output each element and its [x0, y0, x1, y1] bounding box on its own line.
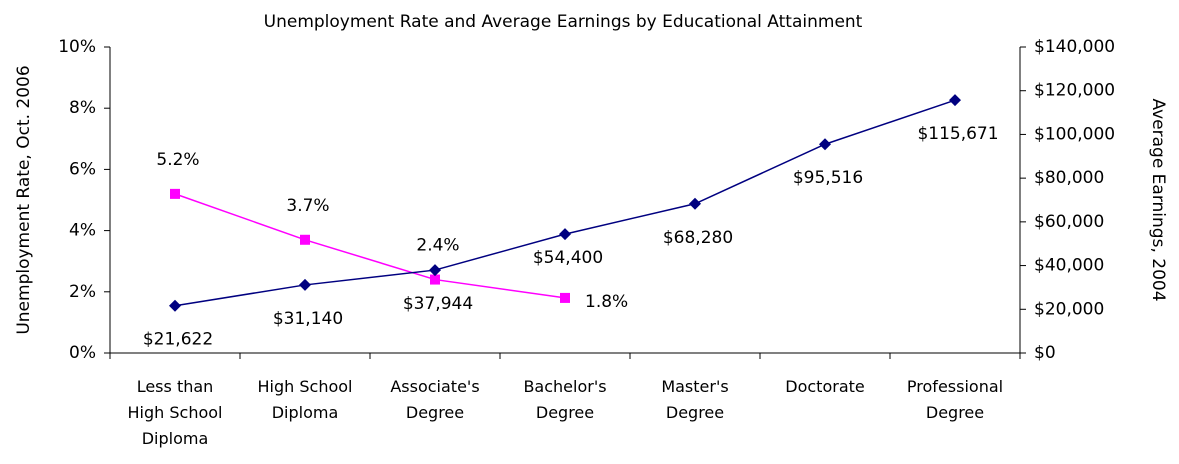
y-tick-label: 10% — [58, 37, 96, 57]
x-tick-label: High School Diploma — [257, 377, 353, 422]
data-label: 1.8% — [585, 292, 628, 312]
data-label: $68,280 — [663, 228, 733, 248]
y-tick-label: 2% — [69, 282, 96, 302]
square-marker — [300, 234, 310, 245]
data-label: 3.7% — [286, 196, 329, 216]
x-tick-label: Professional Degree — [906, 377, 1004, 422]
data-label: $31,140 — [273, 309, 343, 329]
data-label: $95,516 — [793, 168, 863, 188]
diamond-marker — [559, 228, 571, 241]
diamond-marker — [429, 264, 441, 277]
y-tick-label: 8% — [69, 98, 96, 118]
data-label: 5.2% — [156, 150, 199, 170]
x-tick-label: Associate's Degree — [390, 377, 480, 422]
data-label: $115,671 — [917, 124, 998, 144]
x-tick-label: Doctorate — [785, 377, 865, 396]
y2-tick-label: $100,000 — [1034, 124, 1115, 144]
y-tick-label: 4% — [69, 221, 96, 241]
y-tick-label: 0% — [69, 343, 96, 363]
y2-axis-label: Average Earnings, 2004 — [1148, 98, 1168, 301]
square-marker — [430, 274, 440, 285]
diamond-marker — [169, 299, 181, 312]
y2-tick-label: $120,000 — [1034, 81, 1115, 101]
y2-tick-label: $80,000 — [1034, 168, 1104, 188]
square-marker — [560, 292, 570, 303]
diamond-marker — [299, 278, 311, 291]
data-label: $37,944 — [403, 294, 473, 314]
diamond-marker — [689, 197, 701, 210]
x-tick-label: Master's Degree — [661, 377, 729, 422]
y2-tick-label: $0 — [1034, 343, 1056, 363]
x-tick-label: Bachelor's Degree — [523, 377, 607, 422]
data-label: 2.4% — [416, 236, 459, 256]
diamond-marker — [949, 94, 961, 107]
y-axis-label: Unemployment Rate, Oct. 2006 — [14, 65, 34, 334]
y2-tick-label: $140,000 — [1034, 37, 1115, 57]
y2-tick-label: $60,000 — [1034, 212, 1104, 232]
data-label: $54,400 — [533, 248, 603, 268]
x-tick-label: Less than High School Diploma — [127, 377, 223, 448]
y2-tick-label: $20,000 — [1034, 299, 1104, 319]
series-line — [174, 193, 566, 299]
y-tick-label: 6% — [69, 159, 96, 179]
chart-title: Unemployment Rate and Average Earnings b… — [264, 12, 863, 32]
square-marker — [170, 188, 180, 199]
y2-tick-label: $40,000 — [1034, 256, 1104, 276]
diamond-marker — [819, 138, 831, 151]
data-label: $21,622 — [143, 330, 213, 350]
